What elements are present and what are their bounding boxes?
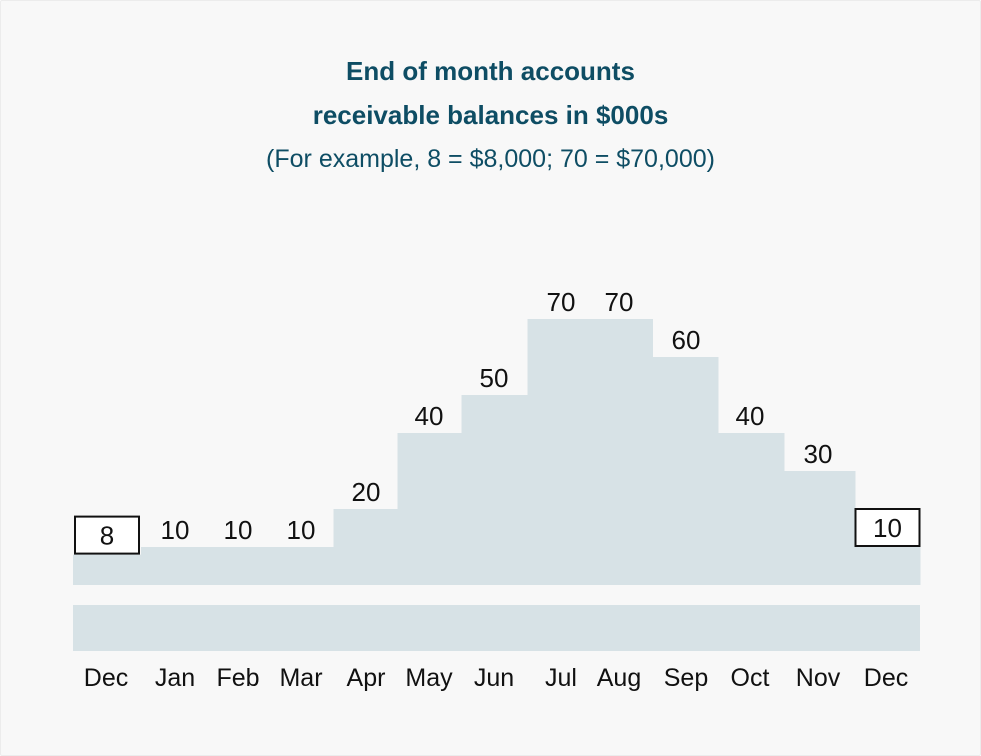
month-label-6: Jun — [474, 664, 514, 692]
area-step-5 — [397, 433, 462, 585]
chart-title-line1: End of month accounts — [346, 56, 635, 86]
value-label-8: 70 — [605, 287, 634, 317]
value-label-11: 30 — [804, 439, 833, 469]
value-box-0 — [74, 515, 140, 555]
area-step-9 — [652, 357, 719, 585]
value-box-12 — [854, 508, 921, 547]
area-step-11 — [784, 471, 856, 585]
month-label-9: Sep — [664, 664, 708, 692]
month-label-4: Apr — [347, 664, 386, 692]
month-label-0: Dec — [84, 664, 128, 692]
month-label-10: Oct — [731, 664, 770, 692]
area-step-6 — [461, 395, 528, 585]
value-label-2: 10 — [224, 515, 253, 545]
area-step-7 — [527, 319, 591, 585]
area-step-12 — [855, 547, 921, 585]
chart-subtitle: (For example, 8 = $8,000; 70 = $70,000) — [266, 145, 715, 173]
month-label-3: Mar — [279, 664, 322, 692]
area-step-3 — [269, 547, 334, 585]
value-label-4: 20 — [352, 477, 381, 507]
area-step-8 — [590, 319, 653, 585]
area-step-1 — [141, 547, 207, 585]
value-label-3: 10 — [287, 515, 316, 545]
area-step-2 — [206, 547, 270, 585]
month-label-2: Feb — [216, 664, 259, 692]
value-label-1: 10 — [161, 515, 190, 545]
value-label-0: 8 — [100, 521, 114, 551]
month-label-5: May — [405, 664, 453, 692]
area-step-10 — [718, 433, 785, 585]
value-label-10: 40 — [736, 401, 765, 431]
month-label-8: Aug — [597, 664, 641, 692]
area-step-0 — [73, 554, 142, 585]
chart-title-line2: receivable balances in $000s — [312, 100, 669, 130]
value-label-5: 40 — [415, 401, 444, 431]
value-label-7: 70 — [547, 287, 576, 317]
month-label-1: Jan — [155, 664, 195, 692]
area-step-4 — [333, 509, 398, 585]
value-label-6: 50 — [480, 363, 509, 393]
value-label-12: 10 — [873, 513, 902, 543]
month-label-11: Nov — [796, 664, 841, 692]
value-label-9: 60 — [672, 325, 701, 355]
month-label-12: Dec — [864, 664, 908, 692]
axis-band — [73, 605, 920, 651]
month-label-7: Jul — [545, 664, 577, 692]
